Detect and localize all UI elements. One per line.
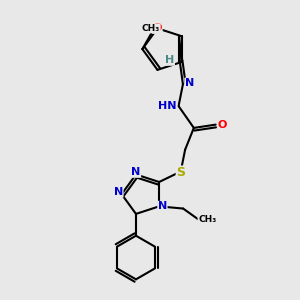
- Text: HN: HN: [158, 101, 177, 111]
- Text: N: N: [131, 167, 141, 177]
- Text: CH₃: CH₃: [198, 215, 216, 224]
- Text: H: H: [165, 55, 175, 65]
- Text: N: N: [114, 187, 123, 197]
- Text: S: S: [176, 166, 185, 179]
- Text: CH₃: CH₃: [142, 24, 160, 33]
- Text: O: O: [153, 23, 162, 33]
- Text: N: N: [158, 201, 167, 212]
- Text: N: N: [185, 78, 194, 88]
- Text: O: O: [218, 120, 227, 130]
